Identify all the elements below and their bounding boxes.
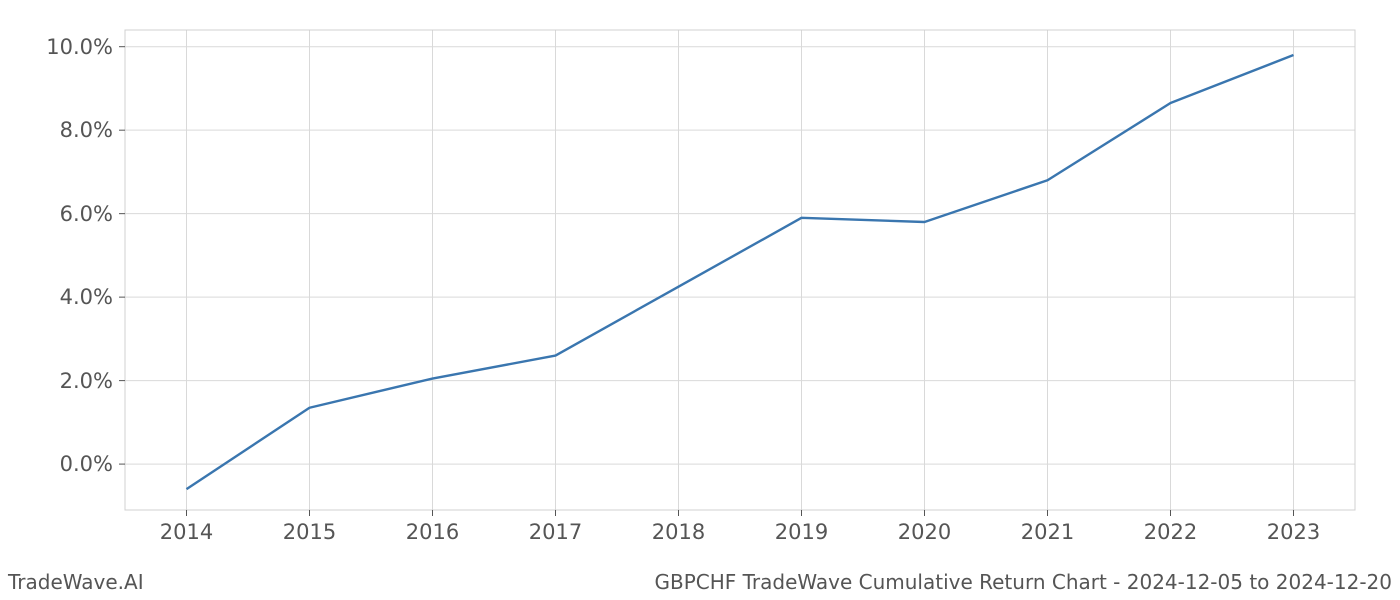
x-tick-label: 2019: [775, 520, 828, 544]
series-cumulative-return: [187, 55, 1294, 489]
x-tick-label: 2016: [406, 520, 459, 544]
y-tick-label: 6.0%: [60, 202, 113, 226]
y-tick-label: 8.0%: [60, 118, 113, 142]
x-tick-label: 2017: [529, 520, 582, 544]
plot-svg: [125, 30, 1355, 510]
footer-right-label: GBPCHF TradeWave Cumulative Return Chart…: [654, 570, 1392, 594]
y-tick-label: 0.0%: [60, 452, 113, 476]
x-tick-label: 2022: [1144, 520, 1197, 544]
x-tick-label: 2023: [1267, 520, 1320, 544]
x-tick-label: 2014: [160, 520, 213, 544]
x-tick-label: 2018: [652, 520, 705, 544]
x-tick-label: 2021: [1021, 520, 1074, 544]
y-tick-label: 4.0%: [60, 285, 113, 309]
x-tick-label: 2015: [283, 520, 336, 544]
plot-area: [125, 30, 1355, 510]
chart-container: TradeWave.AI GBPCHF TradeWave Cumulative…: [0, 0, 1400, 600]
x-tick-label: 2020: [898, 520, 951, 544]
y-tick-label: 2.0%: [60, 369, 113, 393]
y-tick-label: 10.0%: [46, 35, 113, 59]
footer-left-label: TradeWave.AI: [8, 570, 144, 594]
